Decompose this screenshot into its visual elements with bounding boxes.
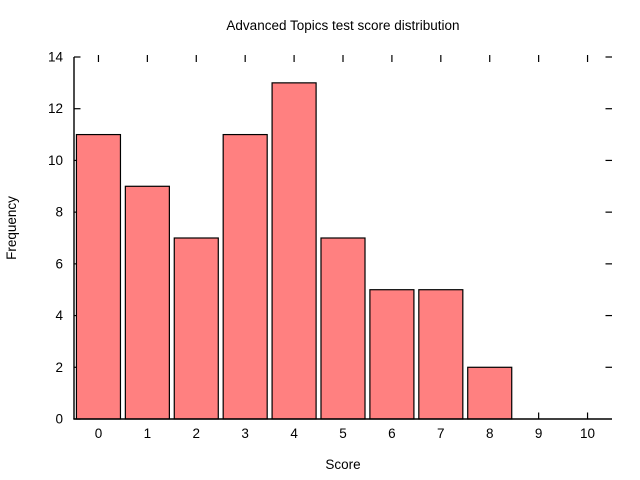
bar-score-2: [173, 237, 219, 420]
y-tick-label: 8: [55, 205, 63, 220]
bars: [75, 82, 513, 420]
y-tick-label: 6: [55, 256, 63, 271]
x-tick-label: 9: [535, 426, 543, 441]
y-tick-label: 2: [55, 360, 63, 375]
x-tick-label: 6: [388, 426, 396, 441]
y-tick-label: 14: [48, 50, 64, 65]
x-axis-label: Score: [325, 457, 360, 472]
y-tick-label: 10: [48, 153, 63, 168]
chart-title: Advanced Topics test score distribution: [226, 18, 459, 33]
bar-score-1: [124, 185, 170, 420]
bar-score-4: [271, 82, 317, 420]
y-axis-label: Frequency: [4, 196, 19, 260]
x-tick-label: 2: [193, 426, 201, 441]
y-tick-label: 4: [55, 308, 63, 323]
y-tick-label: 0: [55, 412, 63, 427]
x-tick-label: 7: [437, 426, 445, 441]
x-tick-label: 5: [339, 426, 347, 441]
x-tick-label: 4: [290, 426, 298, 441]
bar-score-5: [320, 237, 366, 420]
bar-score-8: [467, 366, 513, 420]
x-tick-label: 0: [95, 426, 103, 441]
x-tick-label: 1: [144, 426, 152, 441]
y-tick-label: 12: [48, 101, 63, 116]
x-tick-label: 8: [486, 426, 494, 441]
axis-spines: [73, 57, 612, 420]
bar-score-0: [75, 133, 122, 420]
bar-score-7: [418, 289, 464, 420]
x-tick-label: 3: [241, 426, 249, 441]
x-tick-label: 10: [580, 426, 595, 441]
bar-score-6: [369, 289, 415, 420]
bar-score-3: [222, 133, 268, 420]
